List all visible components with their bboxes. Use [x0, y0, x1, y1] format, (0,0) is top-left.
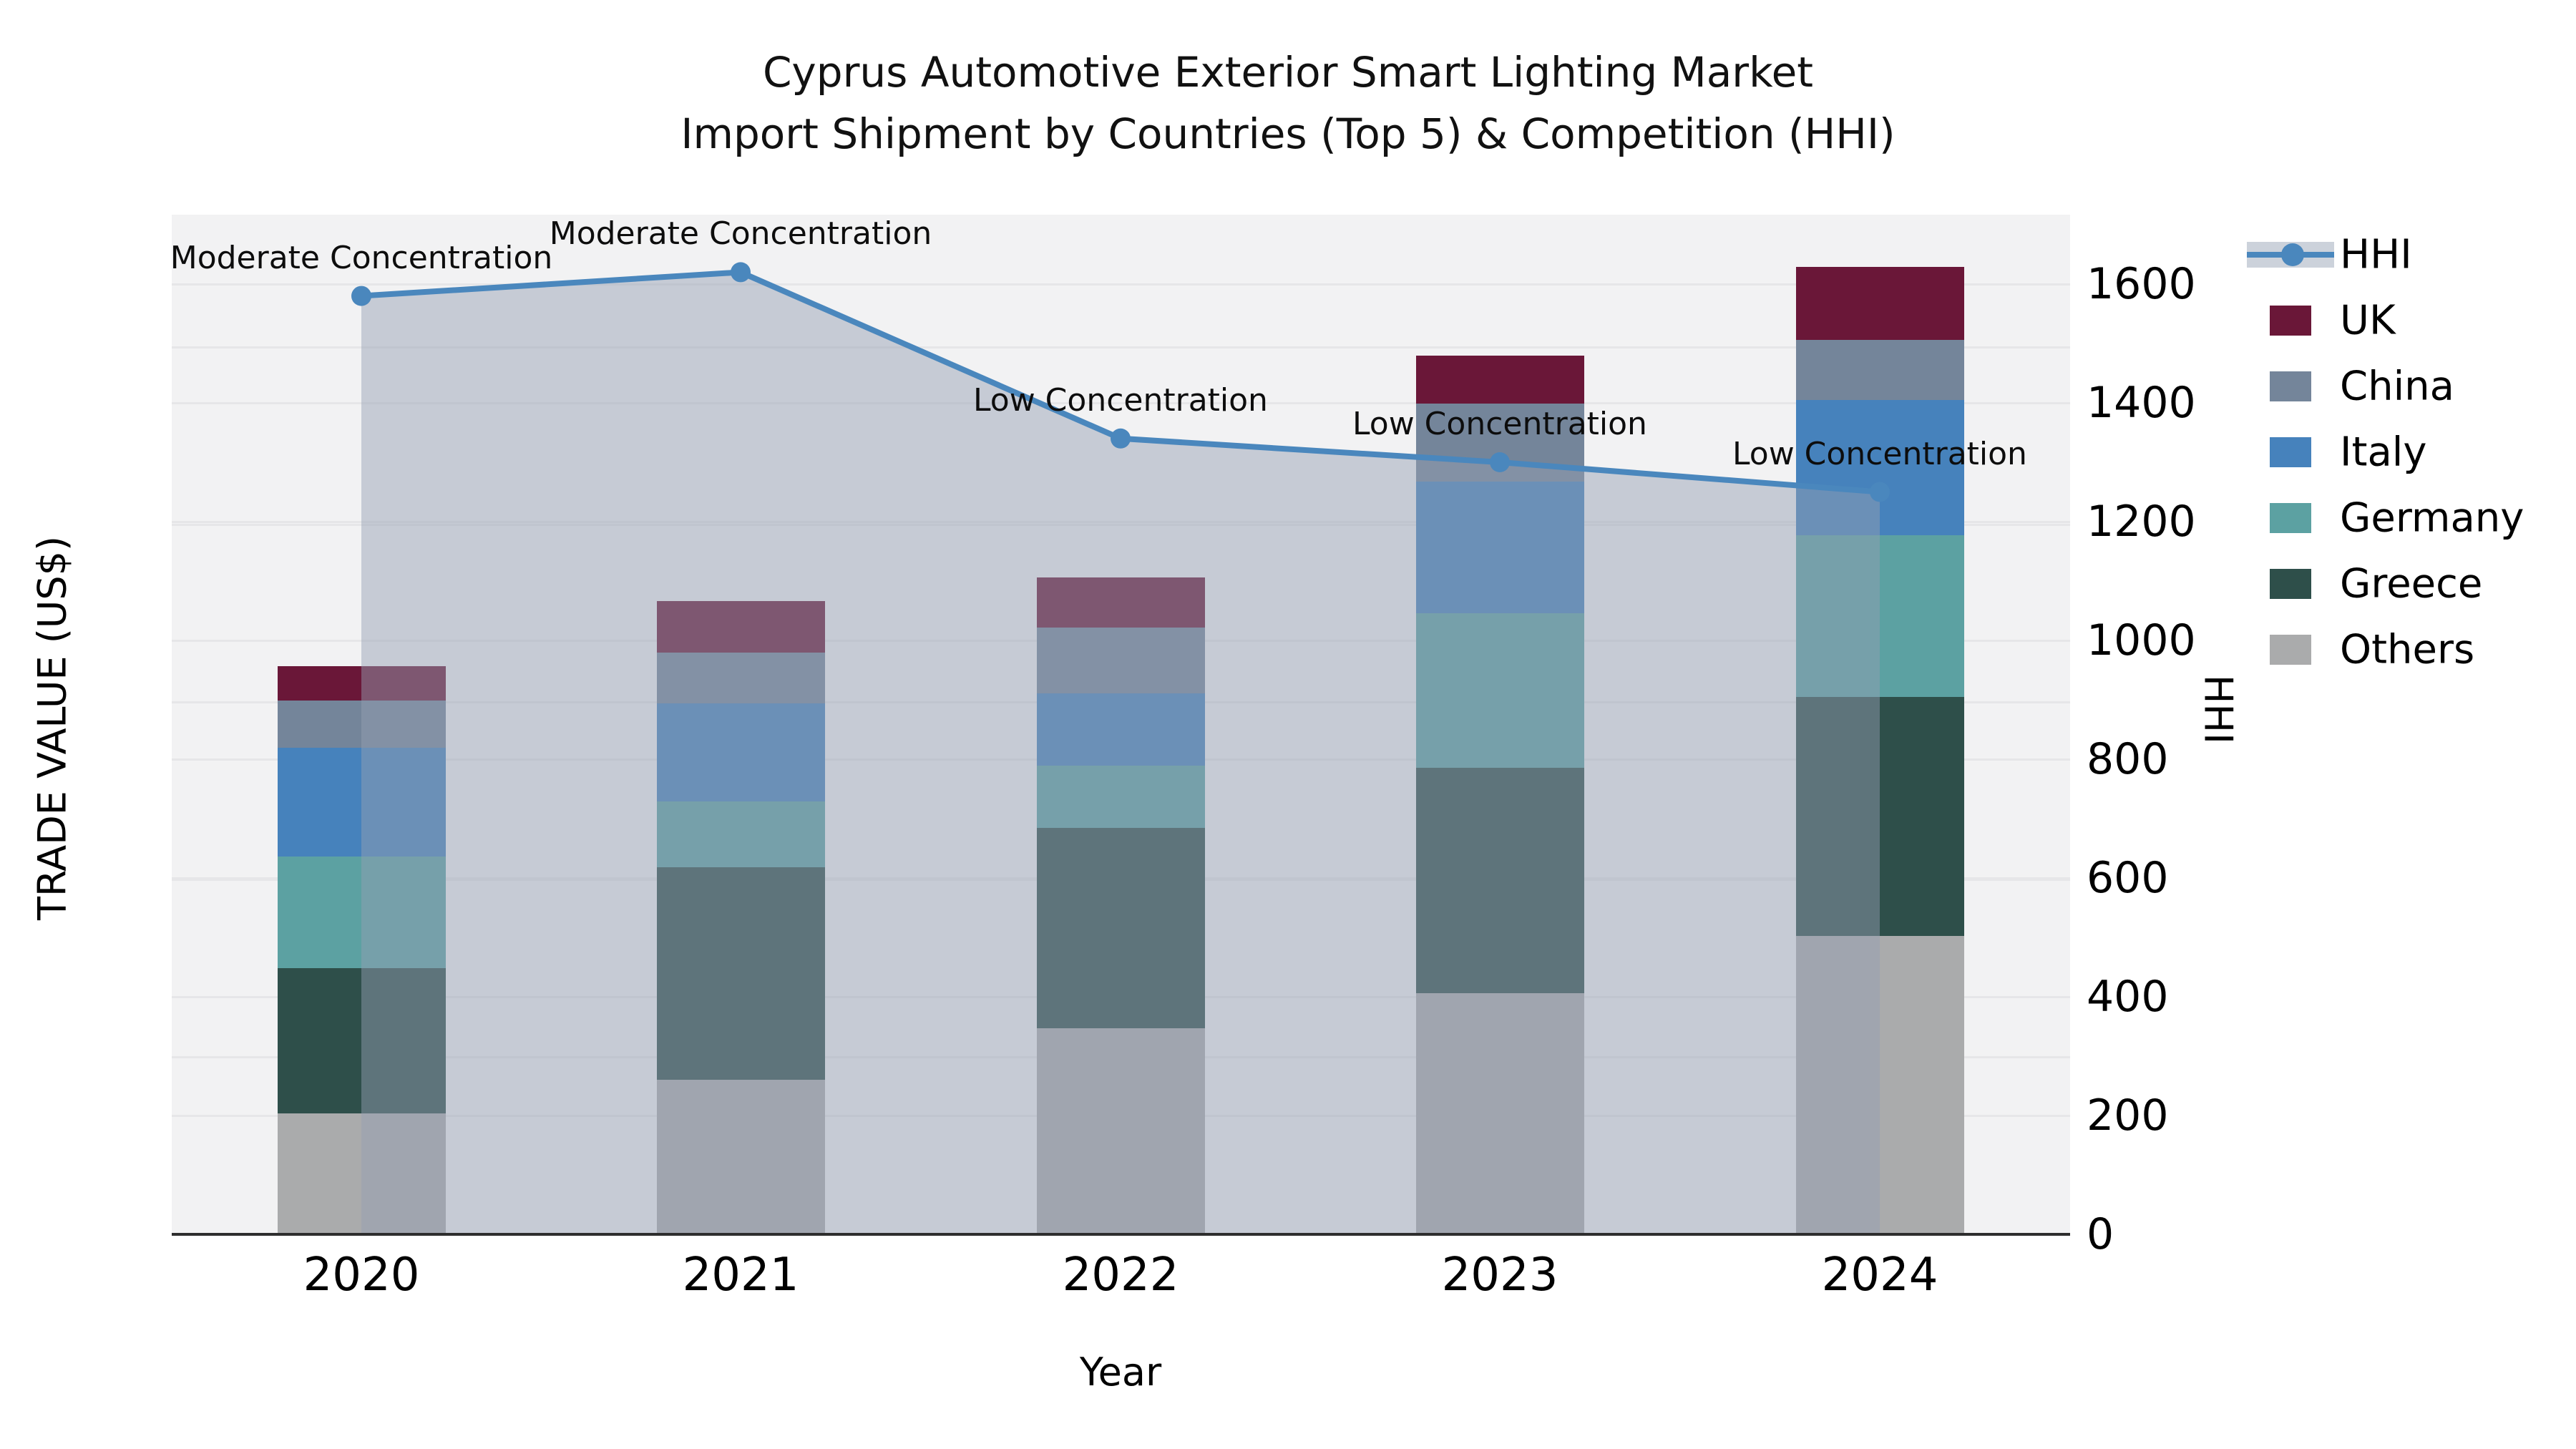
annotation-2024: Low Concentration: [1732, 435, 2027, 472]
legend-item-italy: Italy: [2240, 419, 2576, 485]
bar-segment-others-2021: [656, 1080, 825, 1234]
legend-item-uk: UK: [2240, 288, 2576, 353]
bar-segment-uk-2024: [1795, 267, 1964, 341]
bar-segment-greece-2022: [1036, 828, 1205, 1029]
legend-label-germany: Germany: [2340, 494, 2524, 542]
y-axis-title: TRADE VALUE (US$): [29, 535, 75, 921]
bar-segment-germany-2023: [1415, 613, 1584, 768]
legend-swatch-italy: [2270, 437, 2311, 467]
bar-segment-greece-2024: [1795, 696, 1964, 937]
x-tick-2021: 2021: [682, 1249, 799, 1302]
x-axis-title: Year: [1079, 1350, 1162, 1395]
bar-segment-others-2023: [1415, 992, 1584, 1234]
x-axis-line: [172, 1233, 2070, 1236]
bar-segment-italy-2021: [656, 703, 825, 801]
secondary-y-axis-title: HHI: [2195, 674, 2241, 745]
legend-item-china: China: [2240, 353, 2576, 419]
bar-segment-germany-2024: [1795, 535, 1964, 697]
bar-segment-uk-2022: [1036, 577, 1205, 628]
secondary-y-tick-0: 0: [2087, 1209, 2114, 1259]
bar-segment-china-2020: [277, 700, 446, 748]
annotation-2021: Moderate Concentration: [549, 215, 932, 253]
bar-segment-germany-2022: [1036, 766, 1205, 829]
secondary-y-tick-400: 400: [2087, 972, 2169, 1022]
legend: HHI UK China Italy Germany Greece Others: [2240, 222, 2576, 708]
chart-title-line2: Import Shipment by Countries (Top 5) & C…: [680, 109, 1896, 158]
secondary-y-tick-800: 800: [2087, 734, 2169, 784]
plot-area: Moderate Concentration Moderate Concentra…: [170, 215, 2070, 1234]
hhi-area-fill: [361, 272, 1880, 1234]
hhi-marker-2022: [1111, 428, 1131, 449]
bar-segment-uk-2020: [277, 666, 446, 701]
bar-segment-italy-2022: [1036, 693, 1205, 766]
bar-segment-germany-2020: [277, 856, 446, 968]
hhi-legend-marker-icon: [2281, 243, 2304, 266]
secondary-y-tick-1000: 1000: [2087, 615, 2196, 665]
gridline: [172, 283, 2070, 286]
legend-swatch-others: [2270, 635, 2311, 665]
bar-segment-germany-2021: [656, 801, 825, 867]
bar-segment-uk-2023: [1415, 356, 1584, 404]
legend-swatch-greece: [2270, 569, 2311, 599]
bar-segment-italy-2023: [1415, 482, 1584, 613]
bar-segment-greece-2021: [656, 867, 825, 1080]
legend-item-germany: Germany: [2240, 485, 2576, 551]
bar-segment-greece-2023: [1415, 767, 1584, 993]
annotation-2020: Moderate Concentration: [170, 239, 553, 276]
bar-segment-uk-2021: [656, 600, 825, 653]
legend-label-italy: Italy: [2340, 429, 2427, 476]
bar-segment-china-2024: [1795, 340, 1964, 401]
gridline: [172, 521, 2070, 523]
legend-label-uk: UK: [2340, 297, 2396, 344]
secondary-y-tick-1600: 1600: [2087, 259, 2196, 309]
legend-item-hhi: HHI: [2240, 222, 2576, 288]
secondary-y-tick-600: 600: [2087, 853, 2169, 903]
legend-label-greece: Greece: [2340, 560, 2483, 608]
hhi-marker-2020: [351, 286, 371, 306]
annotation-2023: Low Concentration: [1352, 406, 1647, 442]
bar-segment-china-2022: [1036, 627, 1205, 693]
secondary-y-tick-1400: 1400: [2087, 378, 2196, 428]
hhi-marker-2021: [731, 262, 751, 283]
hhi-marker-2024: [1870, 482, 1890, 502]
bar-segment-others-2020: [277, 1113, 446, 1234]
secondary-y-tick-1200: 1200: [2087, 497, 2196, 547]
bar-segment-italy-2020: [277, 748, 446, 857]
gridline: [172, 346, 2070, 348]
bar-segment-others-2024: [1795, 936, 1964, 1234]
hhi-marker-2023: [1490, 452, 1510, 472]
x-tick-2023: 2023: [1441, 1249, 1558, 1302]
bar-segment-china-2021: [656, 652, 825, 704]
legend-swatch-germany: [2270, 503, 2311, 533]
legend-label-others: Others: [2340, 626, 2475, 673]
x-tick-2022: 2022: [1062, 1249, 1179, 1302]
gridline: [172, 402, 2070, 404]
legend-label-china: China: [2340, 363, 2454, 410]
legend-swatch-uk: [2270, 306, 2311, 336]
gridline: [172, 524, 2070, 526]
bar-segment-italy-2024: [1795, 400, 1964, 535]
secondary-y-tick-200: 200: [2087, 1091, 2169, 1141]
legend-item-others: Others: [2240, 617, 2576, 683]
legend-label-hhi: HHI: [2340, 231, 2412, 278]
chart-title: Cyprus Automotive Exterior Smart Lightin…: [0, 42, 2576, 165]
hhi-line-layer: [351, 262, 1890, 1234]
legend-item-greece: Greece: [2240, 551, 2576, 617]
bar-segment-others-2022: [1036, 1028, 1205, 1234]
x-tick-2024: 2024: [1821, 1249, 1938, 1302]
bar-segment-greece-2020: [277, 968, 446, 1114]
legend-swatch-china: [2270, 371, 2311, 401]
chart-title-line1: Cyprus Automotive Exterior Smart Lightin…: [762, 48, 1814, 97]
annotation-2022: Low Concentration: [973, 381, 1268, 419]
x-tick-2020: 2020: [303, 1249, 420, 1302]
